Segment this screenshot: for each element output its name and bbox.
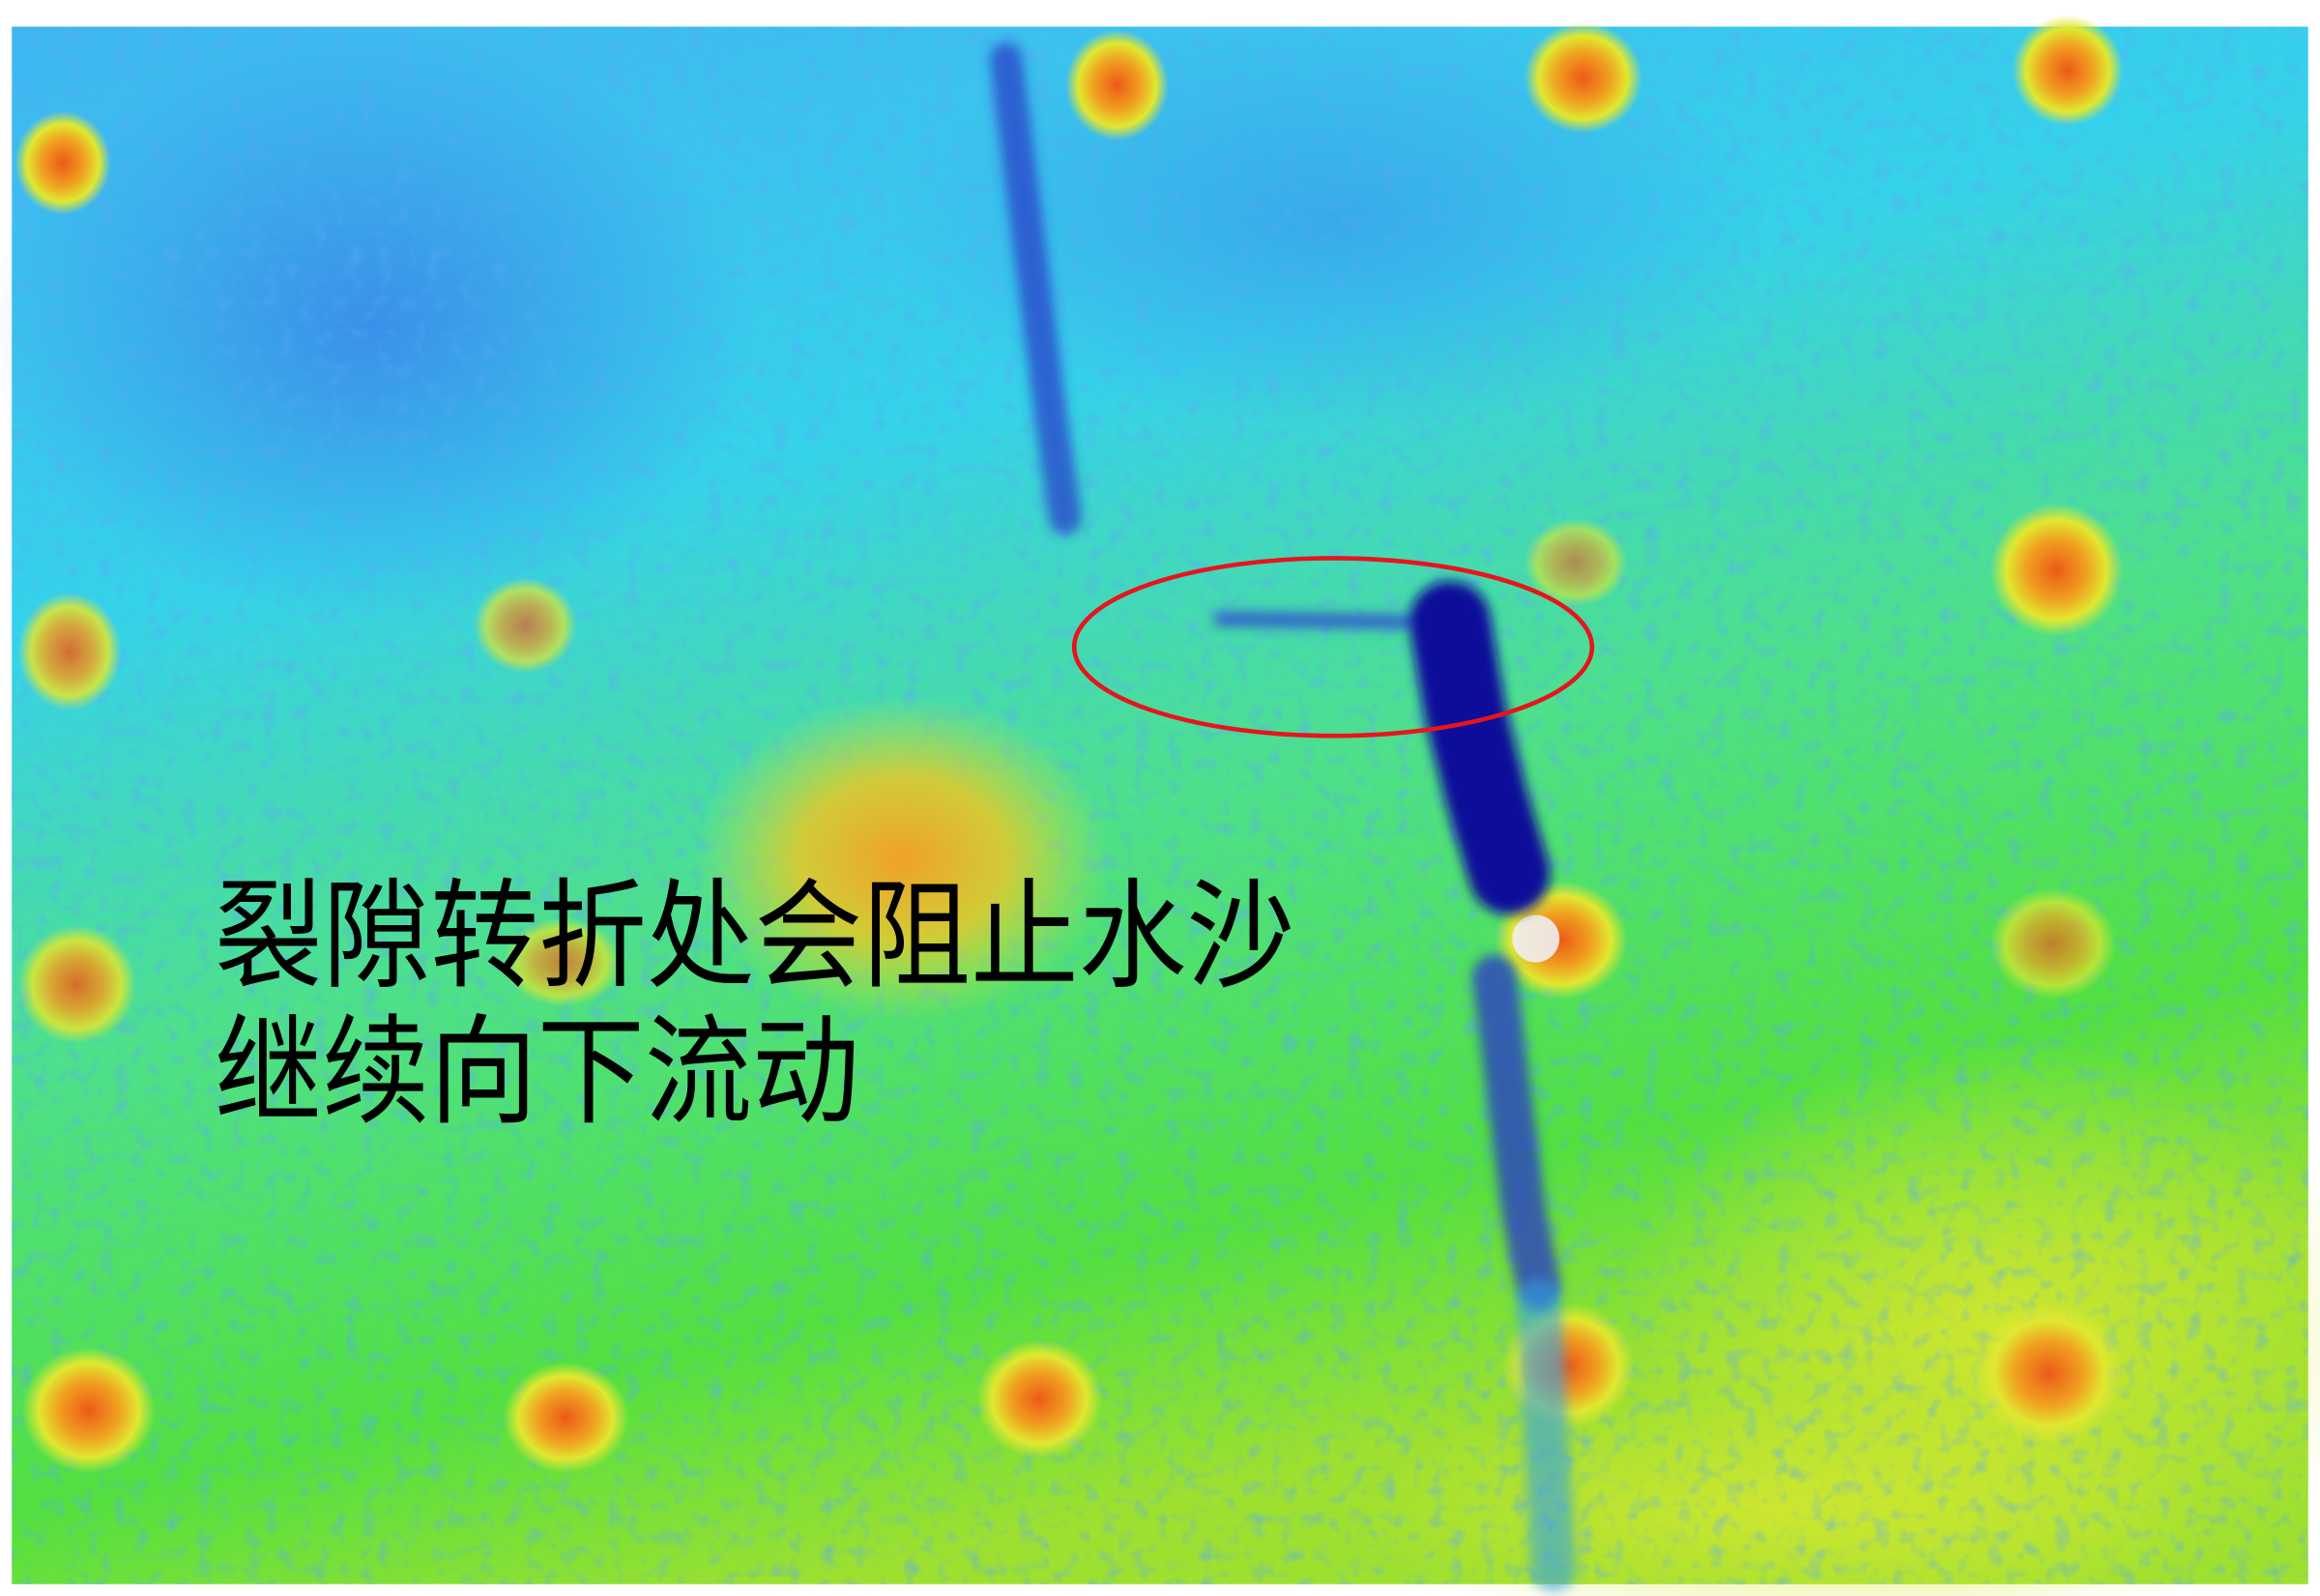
annotation-line-1: 裂隙转折处会阻止水沙 (215, 867, 1294, 1005)
heatmap-area (0, 15, 2320, 1596)
crack-traces (989, 43, 1577, 1592)
highlight-ellipse (1071, 556, 1595, 739)
warm-zone (695, 695, 1110, 1022)
hot-spots (14, 15, 2124, 1473)
annotation-line-2: 继续向下流动 (215, 1003, 859, 1142)
